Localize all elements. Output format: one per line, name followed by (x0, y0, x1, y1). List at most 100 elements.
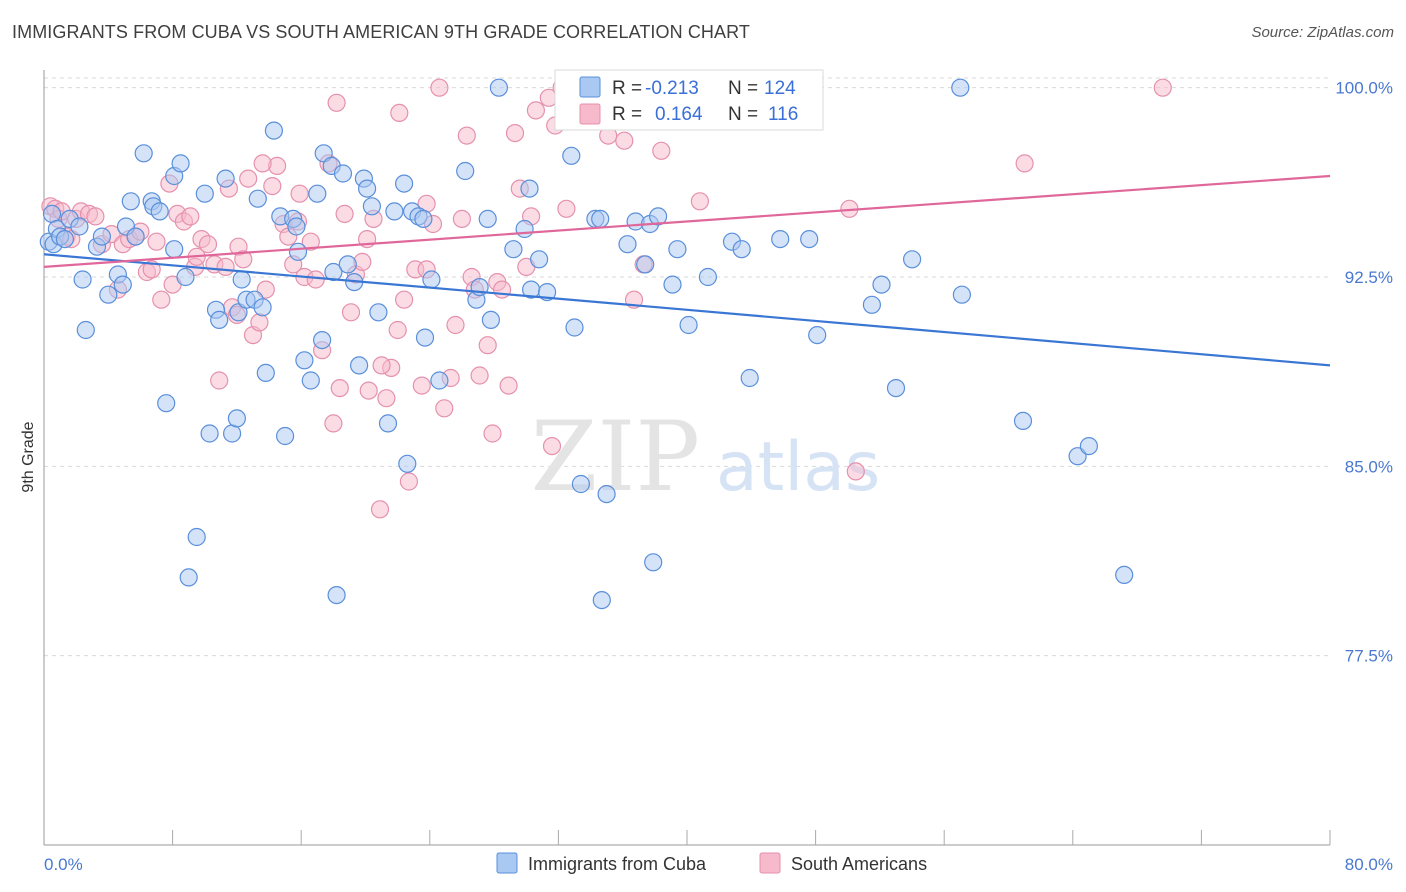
south-americans-point (239, 169, 258, 188)
cuba-point (256, 363, 275, 382)
cuba-point (478, 209, 497, 228)
south-americans-point (493, 280, 512, 299)
south-americans-point (147, 232, 166, 251)
cuba-point (679, 315, 698, 335)
cuba-point (740, 368, 759, 388)
cuba-point (73, 270, 92, 289)
south-americans-point (652, 141, 671, 160)
cuba-point (253, 298, 272, 317)
cuba-point (771, 230, 790, 249)
south-americans-point (435, 399, 454, 418)
cuba-point (55, 230, 75, 249)
cuba-point (902, 250, 922, 269)
legend-swatch-south-americans (759, 852, 781, 874)
cuba-point (385, 202, 404, 221)
cuba-point (422, 270, 441, 289)
cuba-point (1068, 447, 1087, 466)
cuba-point (216, 169, 235, 188)
south-americans-point (301, 232, 320, 251)
cuba-point (134, 144, 153, 163)
cuba-point (350, 356, 369, 375)
stats-n-label-south-americans: N = (728, 104, 758, 125)
stats-swatch-cuba (579, 76, 601, 98)
stats-box: R = -0.213 N = 124 R = 0.164 N = 116 (554, 69, 824, 131)
south-americans-point (152, 290, 171, 309)
cuba-point (150, 202, 169, 221)
cuba-point (430, 371, 449, 390)
cuba-point (195, 184, 214, 203)
x-tick-label-max: 80.0% (1345, 855, 1393, 874)
stats-r-label-south-americans: R = (612, 104, 642, 125)
south-americans-point (1153, 78, 1172, 97)
cuba-point (99, 285, 118, 304)
chart-source: Source: ZipAtlas.com (1251, 24, 1394, 41)
cuba-point (232, 270, 251, 289)
cuba-point (591, 209, 610, 228)
cuba-point (327, 585, 346, 605)
south-americans-point (210, 371, 229, 390)
cuba-point (200, 424, 219, 443)
cuba-point (597, 485, 616, 504)
legend: Immigrants from Cuba South Americans (496, 852, 927, 874)
cuba-point (886, 379, 906, 398)
cuba-point (1115, 565, 1134, 585)
cuba-point (515, 219, 534, 239)
south-americans-point (263, 177, 282, 196)
south-americans-point (399, 472, 418, 491)
cuba-point (872, 275, 891, 294)
cuba-point (42, 204, 62, 223)
cuba-point (121, 192, 140, 211)
cuba-point (333, 164, 353, 183)
cuba-point (565, 318, 584, 337)
south-americans-point (142, 260, 161, 279)
south-americans-point (359, 381, 378, 400)
legend-label-south-americans: South Americans (791, 854, 927, 874)
cuba-point (562, 146, 581, 165)
south-americans-point (390, 103, 409, 123)
cuba-point (301, 371, 320, 390)
south-americans-point (483, 424, 502, 443)
cuba-point (70, 217, 89, 236)
south-americans-point (372, 356, 391, 375)
south-americans-point (253, 154, 272, 173)
south-americans-point (250, 313, 269, 332)
cuba-point (369, 303, 388, 322)
south-americans-point (234, 250, 253, 269)
cuba-point (698, 267, 718, 287)
cuba-point (644, 553, 663, 572)
south-americans-point (452, 209, 471, 228)
cuba-point (862, 295, 882, 314)
south-americans-point (457, 126, 476, 145)
cuba-point (1013, 411, 1033, 430)
cuba-point (287, 217, 306, 236)
y-tick-labels: 77.5% 85.0% 92.5% 100.0% (1335, 79, 1393, 666)
south-americans-point (615, 131, 634, 150)
cuba-point (952, 285, 972, 304)
cuba-point (210, 310, 229, 329)
stats-r-label-cuba: R = (612, 78, 642, 99)
stats-n-value-cuba: 124 (764, 78, 796, 99)
stats-n-value-south-americans: 116 (768, 104, 798, 125)
cuba-points (39, 78, 1134, 610)
south-americans-point (341, 303, 361, 322)
south-americans-point (198, 235, 218, 254)
cuba-point (187, 527, 206, 547)
cuba-point (663, 275, 682, 294)
cuba-point (395, 174, 414, 193)
cuba-point (264, 121, 283, 140)
cuba-point (288, 242, 308, 261)
cuba-point (668, 240, 687, 259)
cuba-point (126, 227, 145, 246)
trend-lines (43, 174, 1331, 367)
cuba-point (800, 230, 819, 249)
cuba-point (592, 590, 611, 610)
south-americans-point (335, 204, 354, 223)
stats-r-value-cuba: -0.213 (645, 78, 699, 99)
south-americans-point (412, 376, 431, 395)
legend-label-cuba: Immigrants from Cuba (528, 854, 707, 874)
south-americans-point (542, 437, 562, 456)
stats-n-label-cuba: N = (728, 78, 758, 99)
cuba-point (951, 78, 970, 97)
cuba-point (223, 424, 242, 443)
